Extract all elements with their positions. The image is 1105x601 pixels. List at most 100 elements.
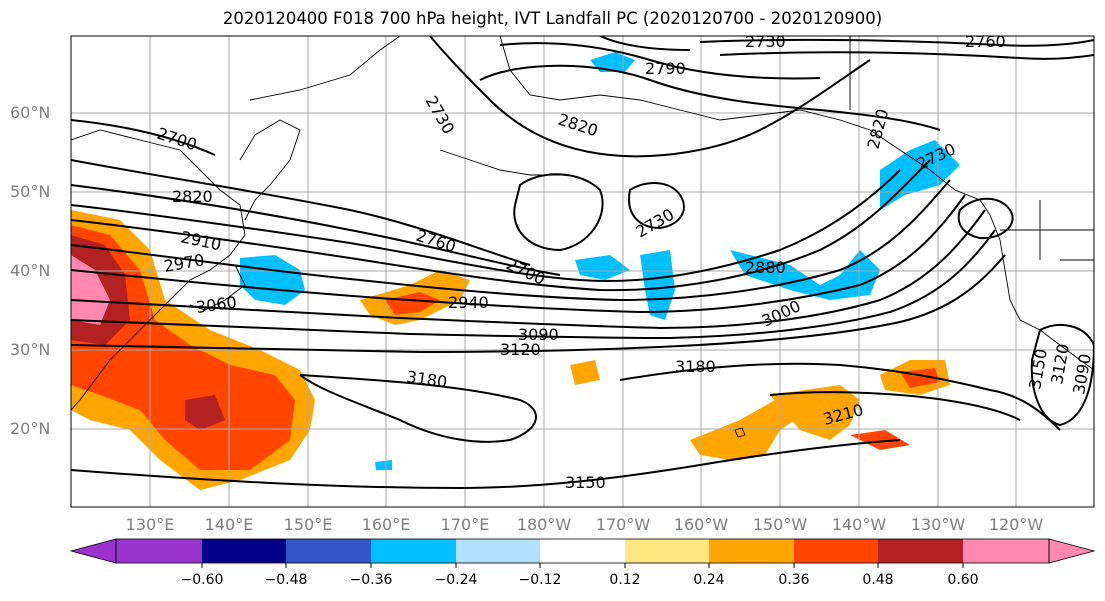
coastline-kamchatka (239, 119, 301, 221)
lon-label: 180°W (516, 515, 572, 534)
lon-label: 160°W (673, 515, 729, 534)
contour-3000 (71, 194, 966, 314)
contour-2700-upper (599, 36, 691, 51)
lat-label: 40°N (10, 261, 51, 280)
contour-2820-ridge (479, 64, 941, 131)
contour-2820 (71, 184, 561, 276)
positive-region-hawaii-2 (770, 385, 860, 440)
contour-2730-low (513, 173, 604, 252)
coastlines (71, 36, 1094, 438)
colorbar-extend-left (69, 538, 117, 564)
colorbar-segment (794, 539, 878, 563)
colorbar-ticks (201, 563, 964, 568)
coastline-japan (189, 264, 246, 311)
colorbar-tick-label: −0.36 (349, 572, 393, 588)
lat-label: 50°N (10, 182, 51, 201)
colorbar-segment (371, 539, 456, 563)
colorbar-tick-label: 0.48 (862, 572, 894, 588)
contour-2760 (71, 159, 531, 266)
border-us-states (1000, 200, 1094, 261)
positive-region-pink (71, 255, 110, 325)
colorbar-extend-right (1048, 538, 1096, 564)
contour-label: 3150 (565, 473, 606, 492)
contour-2730-north (429, 36, 871, 158)
contour-label: 2820 (172, 187, 213, 206)
lat-label: 30°N (10, 340, 51, 359)
negative-region-north-central-2 (640, 250, 675, 320)
contour-label: 3180 (675, 357, 716, 376)
lat-label: 20°N (10, 419, 51, 438)
coastline-hawaii (734, 427, 746, 438)
colorbar-segment (456, 539, 540, 563)
positive-region-small (850, 430, 910, 450)
map-title: 2020120400 F018 700 hPa height, IVT Land… (222, 9, 883, 28)
colorbar-tick-label: −0.48 (264, 572, 308, 588)
lon-label: 140°E (204, 515, 254, 534)
lon-label: 170°E (440, 515, 490, 534)
lon-label: 160°E (361, 515, 411, 534)
contour-2790-north (499, 42, 821, 80)
contour-3180-east (619, 362, 1061, 431)
coastline-north-america (989, 214, 1094, 371)
colorbar-segment (116, 539, 202, 563)
colorbar-segment (540, 539, 625, 563)
contour-3090 (71, 229, 996, 340)
contour-label: 3120 (500, 340, 541, 359)
contour-top-east-2 (719, 51, 1094, 60)
negative-region-north-central (575, 255, 630, 280)
contour-label: 2790 (645, 59, 686, 78)
contour-2910 (71, 159, 931, 292)
colorbar-tick-label: −0.60 (180, 572, 224, 588)
colorbar-segment (202, 539, 286, 563)
contour-2970 (71, 179, 951, 302)
contour-3150 (71, 439, 901, 490)
negative-region-arctic (590, 52, 635, 72)
lon-label: 120°W (988, 515, 1044, 534)
contour-label: 2880 (745, 258, 786, 277)
colorbar-tick-label: 0.36 (778, 572, 810, 588)
coastline-asia (71, 129, 246, 411)
lon-label: 150°W (752, 515, 808, 534)
colorbar-segment (625, 539, 709, 563)
colorbar-tick-label: 0.12 (609, 572, 641, 588)
lon-label: 170°W (595, 515, 651, 534)
colorbar-segment (286, 539, 371, 563)
colorbar-tick-label: −0.12 (518, 572, 562, 588)
contour-alaska-low (957, 197, 1014, 240)
colorbar-segment (963, 539, 1049, 563)
contour-top-east (699, 38, 1094, 47)
contour-label: 2760 (965, 32, 1006, 51)
contour-label: 2730 (745, 32, 786, 51)
colorbar (69, 538, 1096, 568)
lon-label: 150°E (283, 515, 333, 534)
contour-2700-west (71, 119, 216, 156)
contour-2730-low2 (628, 182, 685, 230)
colorbar-segment (709, 539, 794, 563)
contour-3060 (71, 209, 986, 330)
lat-label: 60°N (10, 103, 51, 122)
positive-region-small-2 (570, 360, 600, 385)
lon-label: 140°W (831, 515, 887, 534)
colorbar-segment (878, 539, 963, 563)
coastline-alaska (499, 36, 991, 216)
negative-region-north-east (730, 250, 880, 300)
coastline-siberia (249, 36, 401, 101)
lon-label: 130°E (125, 515, 175, 534)
positive-region-dark-red-2 (185, 395, 225, 430)
map-panel: 2730 2790 2820 2700 2820 2730 2910 2970 … (71, 32, 1094, 507)
positive-region-central-core (385, 292, 440, 315)
contour-label: 2940 (448, 293, 489, 312)
colorbar-tick-label: 0.24 (693, 572, 725, 588)
height-contours (71, 36, 1094, 490)
colorbar-tick-label: −0.24 (434, 572, 478, 588)
contour-label: 3090 (518, 325, 559, 344)
map-frame (70, 35, 1095, 508)
contour-3210 (769, 391, 1021, 421)
negative-region-small (375, 460, 392, 470)
colorbar-tick-label: 0.60 (947, 572, 979, 588)
contour-3180-south (299, 374, 537, 443)
contour-3120 (71, 254, 1006, 354)
contour-high-east (1030, 324, 1094, 427)
colorbar-frame (115, 538, 1050, 564)
